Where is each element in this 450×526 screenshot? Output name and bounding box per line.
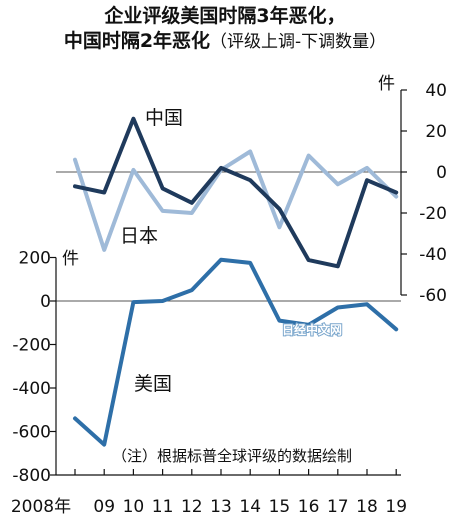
chart-title: 企业评级美国时隔3年恶化， 中国时隔2年恶化（评级上调-下调数量） [0,4,450,55]
series-label-japan: 日本 [120,225,158,247]
right-axis-tick-label: -20 [419,204,447,224]
title-line-1: 企业评级美国时隔3年恶化， [104,5,346,27]
series-line-japan [73,149,399,252]
unit-label-right: 件 [378,74,395,94]
x-axis-tick-label: 18 [356,497,378,517]
x-axis-tick-label: 09 [93,497,115,517]
series-label-china: 中国 [145,107,183,129]
right-axis-tick-label: 0 [436,163,447,183]
right-axis-tick-label: 40 [425,81,447,101]
title-line-2-main: 中国时隔2年恶化 [63,30,211,52]
x-axis-tick-label: 16 [298,497,320,517]
series-line-usa [73,257,399,447]
series-lines-group [73,116,399,447]
x-axis-tick-label: 11 [152,497,174,517]
left-axis-tick-label: -600 [12,423,51,443]
x-axis-tick-label: 12 [181,497,203,517]
title-line-2-sub: （评级上调-下调数量） [210,32,387,52]
x-axis-tick-label: 2008年 [11,497,71,517]
watermark-logo: 日经中文网 [282,322,342,337]
x-axis-tick-label: 10 [123,497,145,517]
x-axis-tick-label: 13 [210,497,232,517]
left-axis-tick-label: 200 [19,249,51,269]
left-axis-tick-label: -800 [12,466,51,486]
unit-label-left: 件 [62,249,79,269]
x-axis-tick-label: 19 [385,497,407,517]
x-axis-tick-label: 15 [269,497,291,517]
x-axis-tick-label: 14 [239,497,261,517]
left-axis-tick-label: 0 [40,292,51,312]
left-axis-tick-label: -200 [12,336,51,356]
right-axis-tick-label: -40 [419,245,447,265]
labels-group: 中国 日本 美国 件 件 （注）根据标普全球评级的数据绘制 日经中文网 [62,74,395,465]
series-label-usa: 美国 [134,373,172,395]
source-note: （注）根据标普全球评级的数据绘制 [112,447,352,465]
title-line-2: 中国时隔2年恶化（评级上调-下调数量） [0,29,450,55]
x-axis-tick-label: 17 [327,497,349,517]
left-axis-tick-label: -400 [12,379,51,399]
series-line-china [73,116,399,269]
right-axis-tick-label: -60 [419,286,447,306]
right-axis-tick-label: 20 [425,122,447,142]
